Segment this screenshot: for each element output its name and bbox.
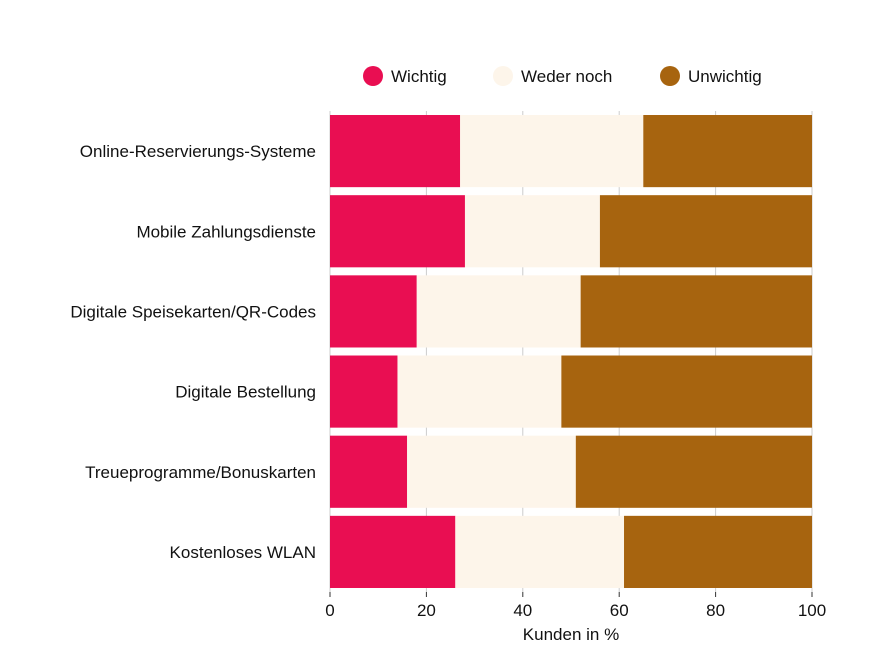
bar-wichtig [330,515,456,588]
category-label: Mobile Zahlungsdienste [136,222,316,241]
bar-unwichtig [643,115,812,188]
x-tick-label: 40 [513,601,532,620]
category-label: Kostenloses WLAN [170,543,316,562]
category-label: Digitale Bestellung [175,383,316,402]
bar-weder-noch [464,195,600,268]
grid-lines [329,111,813,592]
x-tick-label: 0 [325,601,334,620]
bar-wichtig [330,355,398,428]
category-label: Online-Reservierungs-Systeme [80,142,316,161]
legend-label: Wichtig [391,67,447,86]
x-tick-label: 20 [417,601,436,620]
bar-wichtig [330,115,461,188]
bar-wichtig [330,275,417,348]
category-label: Treueprogramme/Bonuskarten [85,463,316,482]
category-label: Digitale Speisekarten/QR-Codes [70,302,316,321]
legend-swatch [660,66,680,86]
x-axis: 0 20 40 60 80 100 [325,592,826,620]
bars [330,115,812,588]
bar-unwichtig [561,355,812,428]
legend: Wichtig Weder noch Unwichtig [363,66,762,86]
bar-unwichtig [599,195,812,268]
bar-unwichtig [580,275,812,348]
bar-weder-noch [416,275,581,348]
bar-weder-noch [397,355,562,428]
x-tick-label: 100 [798,601,826,620]
x-axis-label: Kunden in % [523,625,619,644]
legend-label: Weder noch [521,67,612,86]
category-labels: Online-Reservierungs-Systeme Mobile Zahlu… [70,142,316,562]
x-tick-label: 80 [706,601,725,620]
legend-swatch [363,66,383,86]
bar-weder-noch [455,515,625,588]
bar-unwichtig [575,435,812,508]
bar-weder-noch [407,435,576,508]
bar-wichtig [330,195,465,268]
x-tick-label: 60 [610,601,629,620]
bar-unwichtig [624,515,812,588]
bar-weder-noch [460,115,644,188]
legend-swatch [493,66,513,86]
bar-wichtig [330,435,408,508]
legend-label: Unwichtig [688,67,762,86]
